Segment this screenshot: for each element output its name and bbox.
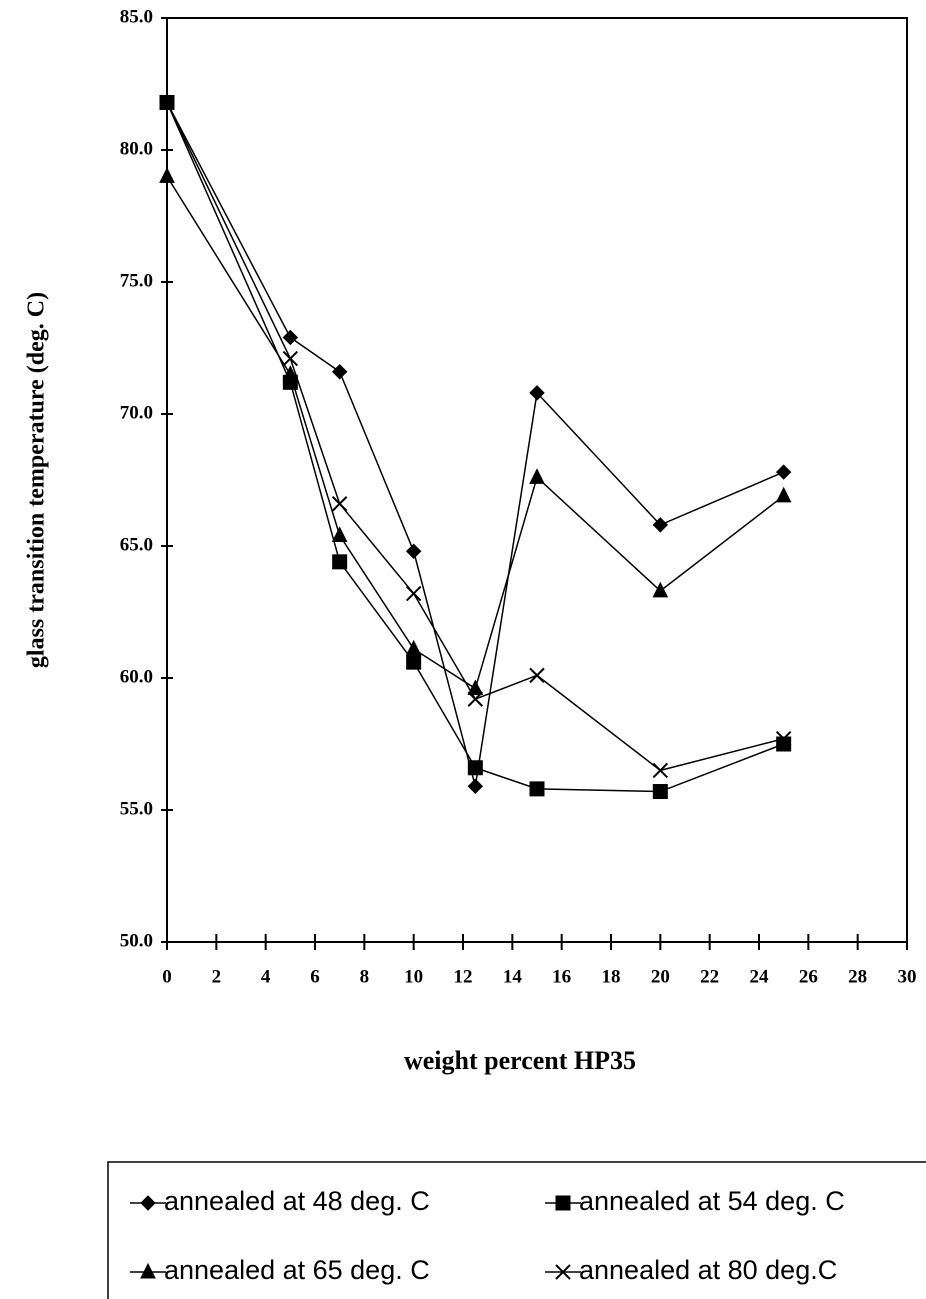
x-tick-label: 28 <box>848 966 867 987</box>
marker <box>405 639 422 656</box>
legend-label: annealed at 65 deg. C <box>164 1255 430 1285</box>
legend-marker <box>555 1264 571 1280</box>
marker <box>652 517 669 533</box>
marker <box>652 784 668 800</box>
legend-marker <box>140 1195 156 1211</box>
marker <box>331 364 348 380</box>
marker <box>159 94 175 111</box>
plot-frame <box>166 17 908 943</box>
marker <box>159 167 175 183</box>
legend-label: annealed at 54 deg. C <box>579 1186 845 1216</box>
marker <box>529 667 545 684</box>
x-tick-label: 24 <box>750 966 770 987</box>
x-tick-label: 26 <box>799 966 818 987</box>
x-tick-label: 22 <box>700 966 719 987</box>
y-tick-label: 75.0 <box>120 270 153 291</box>
legend-box <box>107 1161 926 1299</box>
marker <box>529 781 545 797</box>
marker <box>652 762 669 779</box>
marker <box>776 736 792 752</box>
legend-marker <box>140 1262 156 1279</box>
x-tick-label: 6 <box>310 966 320 987</box>
y-tick-label: 70.0 <box>120 402 153 423</box>
x-tick-label: 2 <box>212 966 222 987</box>
marker <box>405 543 422 559</box>
x-tick-label: 10 <box>404 966 423 987</box>
x-tick-label: 4 <box>261 966 271 987</box>
y-tick-label: 80.0 <box>120 138 153 159</box>
legend-label: annealed at 80 deg.C <box>579 1255 837 1285</box>
marker <box>282 365 299 381</box>
marker <box>282 350 299 367</box>
marker <box>775 486 792 503</box>
y-tick-label: 65.0 <box>120 534 153 555</box>
legend-label: annealed at 48 deg. C <box>164 1186 430 1216</box>
marker <box>775 731 792 747</box>
x-tick-label: 12 <box>454 966 473 987</box>
x-tick-label: 0 <box>162 966 172 987</box>
y-tick-label: 60.0 <box>120 666 153 687</box>
marker <box>467 679 484 696</box>
marker <box>775 464 792 480</box>
marker <box>467 691 484 707</box>
marker <box>529 468 545 484</box>
y-tick-label: 50.0 <box>120 930 153 951</box>
marker <box>332 554 348 570</box>
marker <box>331 496 348 512</box>
y-axis-label: glass transition temperature (deg. C) <box>24 292 50 668</box>
x-tick-label: 30 <box>898 966 917 987</box>
series-line <box>166 176 785 690</box>
x-axis-label: weight percent HP35 <box>404 1046 636 1075</box>
marker <box>331 526 348 542</box>
marker <box>652 581 669 598</box>
y-tick-label: 85.0 <box>120 6 153 27</box>
y-tick-label: 55.0 <box>120 798 153 819</box>
marker <box>529 385 545 401</box>
marker <box>282 329 299 346</box>
marker <box>406 654 422 670</box>
x-tick-label: 16 <box>552 966 571 987</box>
marker <box>405 585 422 602</box>
marker <box>467 760 483 776</box>
x-tick-label: 20 <box>651 966 670 987</box>
x-tick-label: 18 <box>602 966 621 987</box>
x-tick-label: 14 <box>503 966 523 987</box>
marker <box>467 778 484 794</box>
x-tick-label: 8 <box>360 966 370 987</box>
series-line <box>166 102 784 772</box>
legend-marker <box>555 1195 571 1211</box>
series-line <box>166 102 784 793</box>
